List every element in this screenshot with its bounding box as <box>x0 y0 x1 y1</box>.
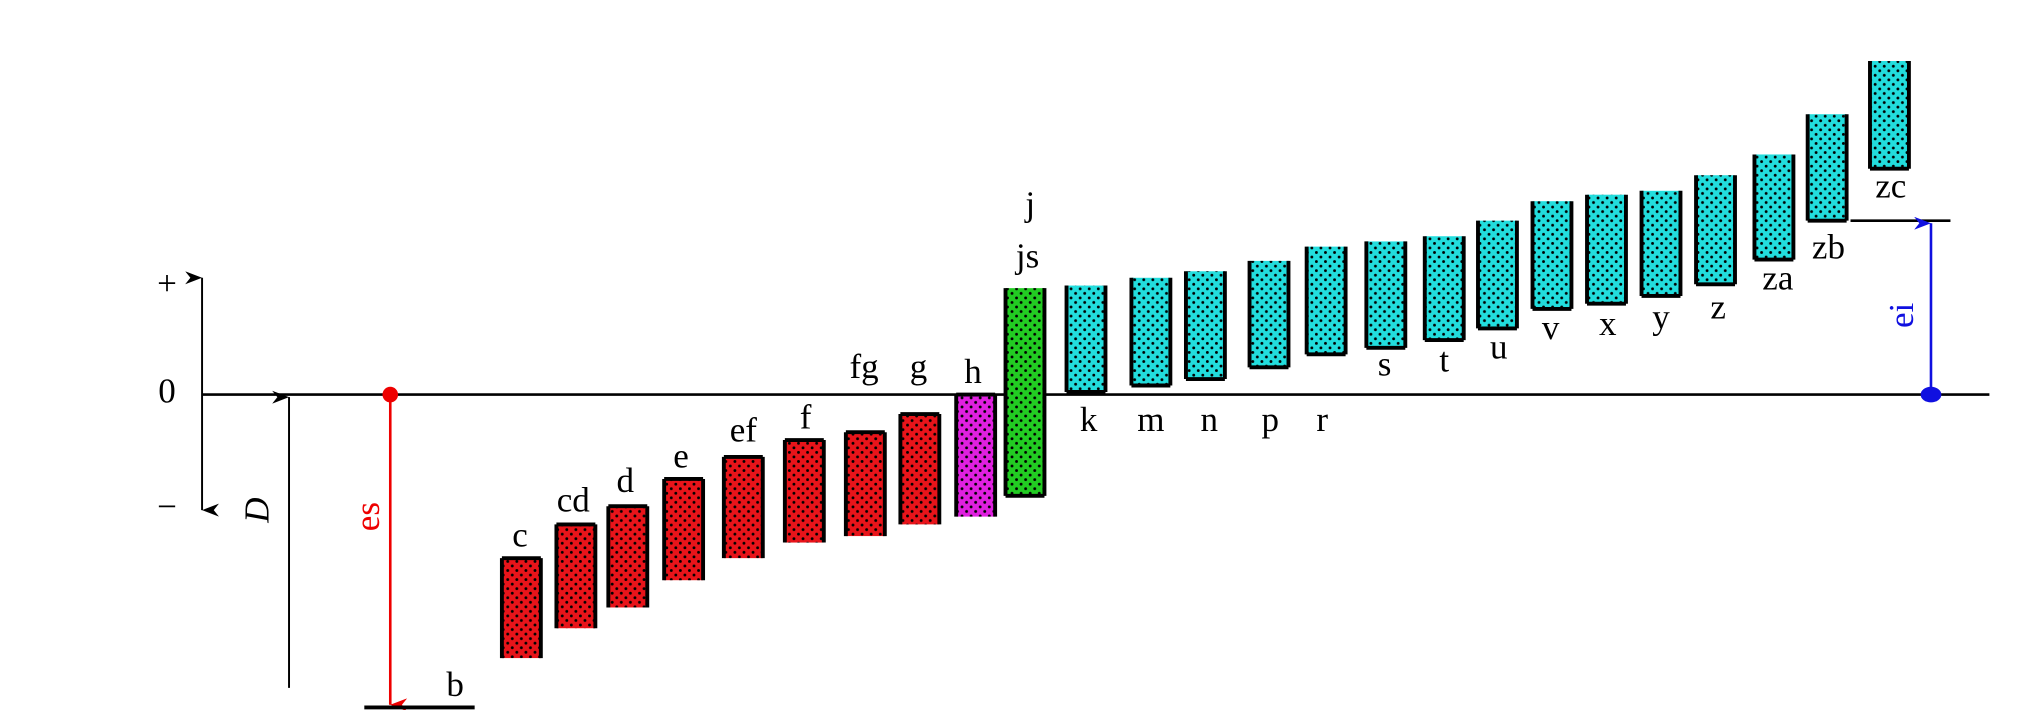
zone-stipple <box>1587 194 1626 304</box>
zone-stipple <box>1424 236 1464 341</box>
zone-label: x <box>1599 304 1617 343</box>
zone-label: cd <box>557 481 591 520</box>
zone-label: fg <box>849 347 878 386</box>
zone-label: r <box>1316 400 1328 439</box>
zone-label: ef <box>730 411 758 450</box>
zone-label: zb <box>1812 228 1845 267</box>
zone-label: y <box>1652 298 1670 337</box>
plus-label: + <box>157 264 177 303</box>
zone-stipple <box>1696 175 1735 285</box>
zone-stipple <box>1532 201 1572 309</box>
extra-label: j <box>1023 185 1035 224</box>
zone-stipple <box>845 432 885 537</box>
ei-label: ei <box>1882 303 1921 329</box>
zone-stipple <box>1754 154 1794 260</box>
zone-stipple <box>1185 271 1225 380</box>
zone-stipple <box>1306 246 1346 355</box>
zone-label: s <box>1378 344 1392 383</box>
zone-label: p <box>1262 400 1280 439</box>
zone-label: t <box>1439 340 1449 379</box>
zone-stipple <box>556 524 596 629</box>
zone-stipple <box>1249 260 1289 368</box>
zone-label: h <box>964 352 982 391</box>
zone-label: u <box>1490 328 1508 367</box>
zone-label: c <box>512 516 528 555</box>
zone-stipple <box>1807 114 1847 221</box>
zone-label: m <box>1137 400 1164 439</box>
zone-stipple <box>784 440 824 543</box>
zone-stipple <box>1066 285 1106 392</box>
zone-label: k <box>1080 400 1098 439</box>
zone-label: js <box>1014 237 1039 276</box>
zone-stipple <box>900 414 940 525</box>
zone-label: d <box>616 461 634 500</box>
zone-stipple <box>1641 190 1681 296</box>
zone-label: v <box>1542 308 1560 347</box>
zone-stipple <box>1869 61 1909 169</box>
zone-stipple <box>956 394 996 517</box>
zone-stipple <box>1131 277 1171 386</box>
zone-stipple <box>1366 241 1406 348</box>
zone-label: b <box>446 665 464 704</box>
zone-label: g <box>910 347 928 386</box>
es-label: es <box>348 502 387 531</box>
es-dot <box>382 386 399 403</box>
zone-label: e <box>673 437 689 476</box>
zero-label: 0 <box>158 372 176 411</box>
d-label: D <box>238 497 277 523</box>
zone-stipple <box>501 558 541 659</box>
zone-stipple <box>1477 220 1517 329</box>
zone-stipple <box>664 478 704 581</box>
zone-label: zc <box>1875 167 1906 206</box>
zone-stipple <box>608 506 648 608</box>
zone-stipple <box>723 456 763 559</box>
zone-label: z <box>1710 287 1726 326</box>
zone-stipple <box>1005 288 1045 496</box>
zone-label: f <box>800 398 812 437</box>
minus-label: − <box>157 487 177 526</box>
zone-label: n <box>1201 400 1219 439</box>
zone-label: za <box>1762 259 1794 298</box>
ei-dot <box>1920 386 1942 403</box>
